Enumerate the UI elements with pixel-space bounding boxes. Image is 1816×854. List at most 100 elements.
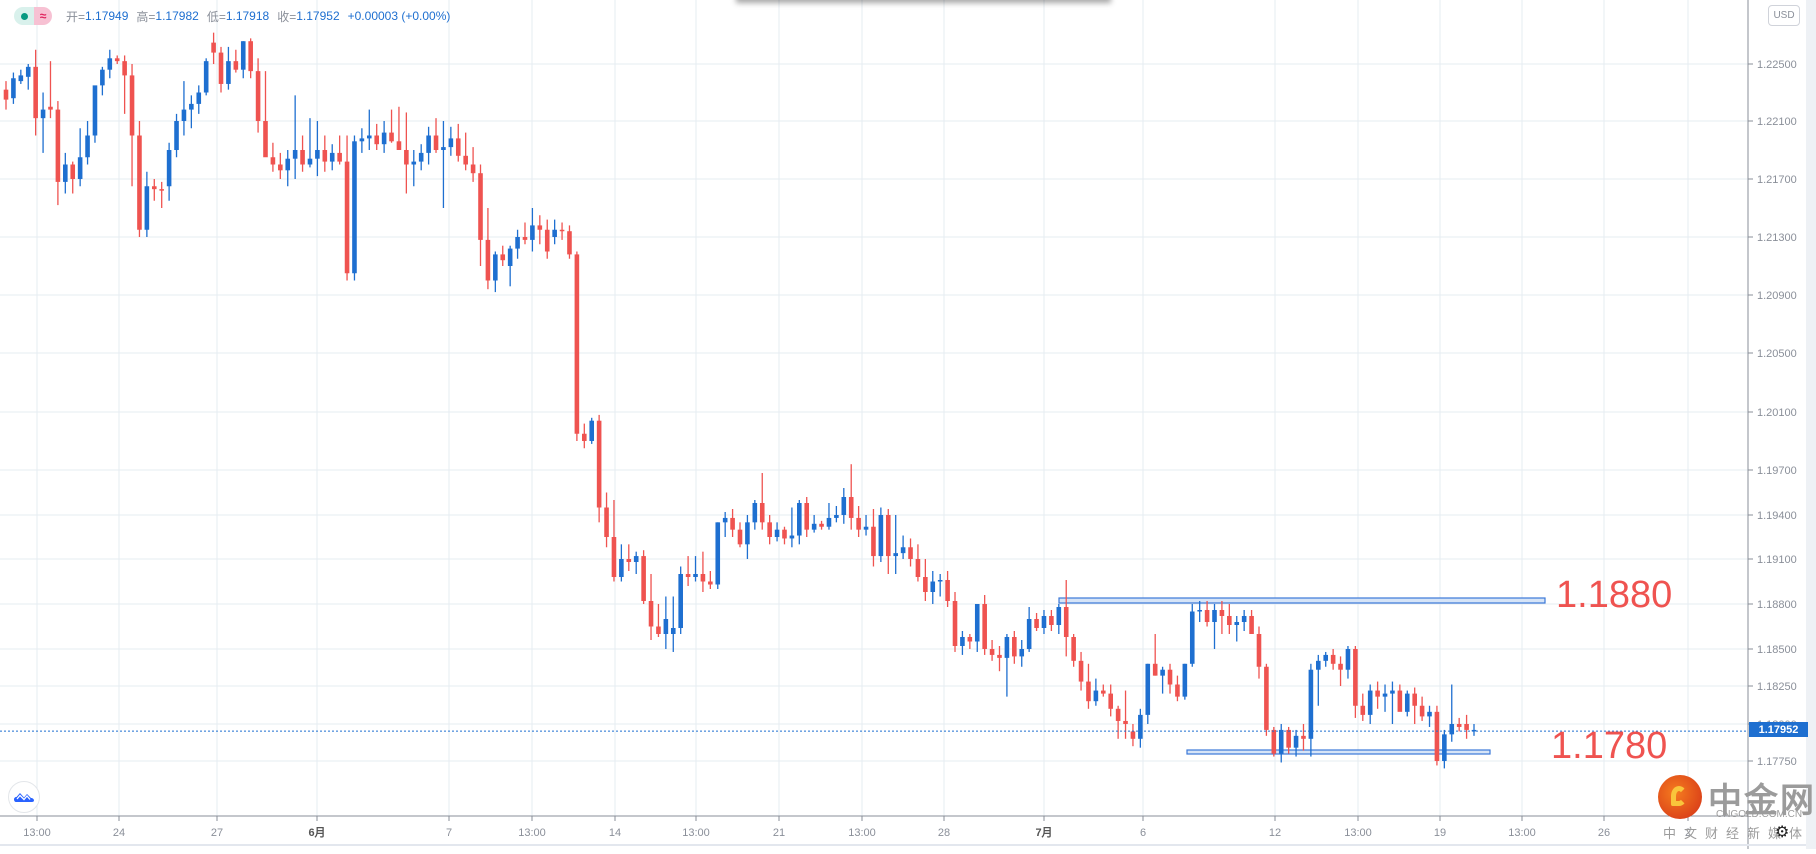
candle-body <box>997 654 1002 658</box>
candle-body <box>1404 693 1410 712</box>
low-value: 1.17918 <box>225 9 270 23</box>
candle-body <box>782 529 787 539</box>
candle-body <box>1249 616 1254 634</box>
candle-body <box>1175 684 1180 697</box>
candle-body <box>1456 724 1462 727</box>
candle-body <box>455 138 461 156</box>
currency-button[interactable]: USD <box>1768 5 1800 26</box>
candle-body <box>1427 711 1432 717</box>
candle-body <box>544 229 550 252</box>
candle-body <box>974 604 980 642</box>
candle-body <box>1204 610 1210 622</box>
candle-body <box>1130 731 1136 739</box>
candle-body <box>1286 729 1291 748</box>
x-tick-label: 13:00 <box>518 827 546 839</box>
watermark-slogan: 中文财经新媒体 <box>1663 827 1811 842</box>
candle-body <box>893 553 898 557</box>
candle-body <box>670 628 676 634</box>
candle-body <box>1278 729 1284 754</box>
candle-body <box>1419 705 1425 717</box>
candle-body <box>381 132 387 145</box>
candle-body <box>63 164 68 182</box>
candle-body <box>937 580 943 582</box>
candle-body <box>100 69 105 86</box>
candle-body <box>515 237 520 249</box>
x-tick-label: 7 <box>446 827 452 839</box>
cloud-chart-icon <box>14 793 34 802</box>
cngold-logo-icon <box>1658 775 1702 819</box>
candle-body <box>745 522 750 545</box>
candle-body <box>33 66 38 119</box>
candle-body <box>552 229 557 237</box>
tradingview-logo-button[interactable] <box>8 781 40 813</box>
price-zone-rectangle[interactable] <box>1058 597 1546 604</box>
candle-body <box>982 604 987 649</box>
y-tick-label: 1.22500 <box>1757 59 1797 71</box>
x-tick-label: 13:00 <box>682 827 710 839</box>
candle-body <box>240 41 246 70</box>
candle-body <box>633 556 639 562</box>
market-open-dot-icon <box>20 12 28 20</box>
x-tick-label: 7月 <box>1035 826 1052 839</box>
candle-body <box>55 109 61 182</box>
x-tick-label: 28 <box>938 827 950 839</box>
candle-body <box>530 225 535 240</box>
candle-body <box>211 42 216 53</box>
candle-body <box>1360 705 1366 715</box>
symbol-status-pill[interactable]: ≈ <box>14 7 52 25</box>
candle-body <box>1367 690 1373 715</box>
y-tick-label: 1.19700 <box>1757 465 1797 477</box>
candle-body <box>871 526 876 557</box>
candle-body <box>730 517 735 530</box>
resistance-label: 1.1880 <box>1556 574 1673 616</box>
candle-body <box>255 71 261 121</box>
candle-body <box>856 517 861 530</box>
candle-body <box>1301 735 1306 739</box>
support-label: 1.1780 <box>1551 725 1668 767</box>
candle-body <box>248 41 253 72</box>
candle-body <box>1293 735 1299 748</box>
watermark-url: CNGOLD.COM.CN <box>1716 809 1803 820</box>
candle-body <box>811 523 817 530</box>
candle-body <box>1227 616 1232 625</box>
candle-body <box>1197 610 1202 612</box>
candle-body <box>1160 669 1165 676</box>
candle-body <box>900 547 906 554</box>
candle-body <box>1012 637 1017 657</box>
current-price-tag: 1.17952 <box>1749 722 1808 737</box>
candle-body <box>374 135 380 145</box>
candle-body <box>1093 690 1099 702</box>
candle-body <box>203 61 209 93</box>
y-tick-label: 1.20100 <box>1757 407 1797 419</box>
candle-body <box>1100 690 1106 694</box>
x-tick-label: 24 <box>113 827 125 839</box>
x-tick-label: 13:00 <box>1344 827 1372 839</box>
candle-body <box>1434 711 1440 761</box>
candle-body <box>1382 693 1388 697</box>
candle-body <box>1345 649 1351 670</box>
candle-body <box>493 254 498 281</box>
candle-body <box>878 515 884 557</box>
candle-body <box>1145 663 1151 715</box>
candle-body <box>278 164 283 171</box>
candle-body <box>848 497 854 518</box>
candle-body <box>433 135 439 150</box>
candle-body <box>470 164 476 174</box>
y-tick-label: 1.20500 <box>1757 348 1797 360</box>
candle-body <box>693 574 698 577</box>
candle-body <box>1056 607 1062 625</box>
candle-body <box>70 164 76 179</box>
candle-body <box>559 229 565 232</box>
candle-body <box>1212 610 1217 622</box>
candle-body <box>915 559 921 577</box>
low-label: 低= <box>206 9 226 24</box>
candle-body <box>804 503 810 530</box>
candle-body <box>604 507 609 537</box>
candle-body <box>337 152 342 162</box>
candle-body <box>1108 693 1114 709</box>
price-zone-rectangle[interactable] <box>1186 749 1491 755</box>
candle-body <box>1241 616 1247 622</box>
settings-gear-icon[interactable]: ⚙ <box>1775 824 1790 841</box>
